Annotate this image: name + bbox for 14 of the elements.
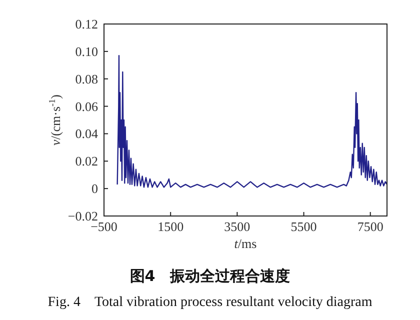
y-tick-label: 0.10 — [75, 44, 98, 59]
y-tick-label: 0.04 — [75, 126, 98, 142]
y-tick-label: 0 — [92, 181, 98, 196]
x-tick-label: 5500 — [290, 219, 317, 234]
x-tick-label: 7500 — [357, 219, 384, 234]
y-tick-label: 0.12 — [75, 16, 98, 32]
x-tick-label: 1500 — [158, 219, 184, 234]
text: Fig. 4 Total vibration process resultant velocity diagram — [48, 295, 372, 310]
y-tick-label: 0.06 — [75, 98, 98, 114]
y-tick-label: 0.08 — [75, 71, 98, 86]
text: 图4 振动全过程合速度 — [130, 267, 290, 285]
x-tick-label: 3500 — [224, 219, 250, 234]
x-axis-title: t/ms — [234, 236, 257, 251]
y-tick-label: 0.02 — [75, 154, 98, 169]
